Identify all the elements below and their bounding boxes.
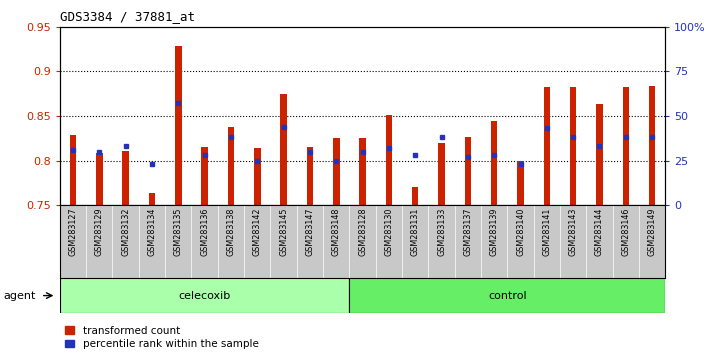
- Bar: [491, 121, 498, 205]
- Bar: [60, 278, 349, 313]
- Text: GSM283128: GSM283128: [358, 207, 367, 256]
- Text: celecoxib: celecoxib: [179, 291, 231, 301]
- Text: GSM283139: GSM283139: [490, 207, 498, 256]
- Bar: [349, 278, 665, 313]
- Text: GSM283140: GSM283140: [516, 207, 525, 256]
- Bar: [596, 104, 603, 205]
- Text: GSM283148: GSM283148: [332, 207, 341, 256]
- Text: GSM283132: GSM283132: [121, 207, 130, 256]
- Text: GSM283145: GSM283145: [279, 207, 288, 256]
- Bar: [517, 161, 524, 205]
- Bar: [649, 86, 655, 205]
- Text: GSM283133: GSM283133: [437, 207, 446, 256]
- Text: GSM283143: GSM283143: [569, 207, 578, 256]
- Bar: [438, 143, 445, 205]
- Bar: [227, 127, 234, 205]
- Text: GDS3384 / 37881_at: GDS3384 / 37881_at: [60, 10, 195, 23]
- Text: GSM283144: GSM283144: [595, 207, 604, 256]
- Bar: [412, 187, 418, 205]
- Bar: [175, 46, 182, 205]
- Bar: [201, 147, 208, 205]
- Bar: [622, 87, 629, 205]
- Bar: [333, 138, 339, 205]
- Bar: [386, 115, 392, 205]
- Bar: [465, 137, 471, 205]
- Bar: [307, 147, 313, 205]
- Text: GSM283142: GSM283142: [253, 207, 262, 256]
- Text: GSM283130: GSM283130: [384, 207, 394, 256]
- Text: GSM283127: GSM283127: [68, 207, 77, 256]
- Text: agent: agent: [4, 291, 36, 301]
- Text: GSM283146: GSM283146: [622, 207, 630, 256]
- Text: GSM283129: GSM283129: [95, 207, 103, 256]
- Text: GSM283135: GSM283135: [174, 207, 183, 256]
- Legend: transformed count, percentile rank within the sample: transformed count, percentile rank withi…: [65, 326, 258, 349]
- Text: GSM283149: GSM283149: [648, 207, 657, 256]
- Bar: [254, 148, 260, 205]
- Text: GSM283131: GSM283131: [410, 207, 420, 256]
- Text: GSM283136: GSM283136: [200, 207, 209, 256]
- Bar: [359, 138, 366, 205]
- Text: GSM283147: GSM283147: [306, 207, 315, 256]
- Bar: [149, 193, 156, 205]
- Bar: [70, 135, 76, 205]
- Text: GSM283137: GSM283137: [463, 207, 472, 256]
- Bar: [543, 87, 550, 205]
- Bar: [122, 151, 129, 205]
- Bar: [570, 87, 577, 205]
- Bar: [280, 93, 287, 205]
- Text: GSM283138: GSM283138: [227, 207, 235, 256]
- Text: GSM283141: GSM283141: [542, 207, 551, 256]
- Text: control: control: [488, 291, 527, 301]
- Bar: [96, 154, 103, 205]
- Text: GSM283134: GSM283134: [147, 207, 156, 256]
